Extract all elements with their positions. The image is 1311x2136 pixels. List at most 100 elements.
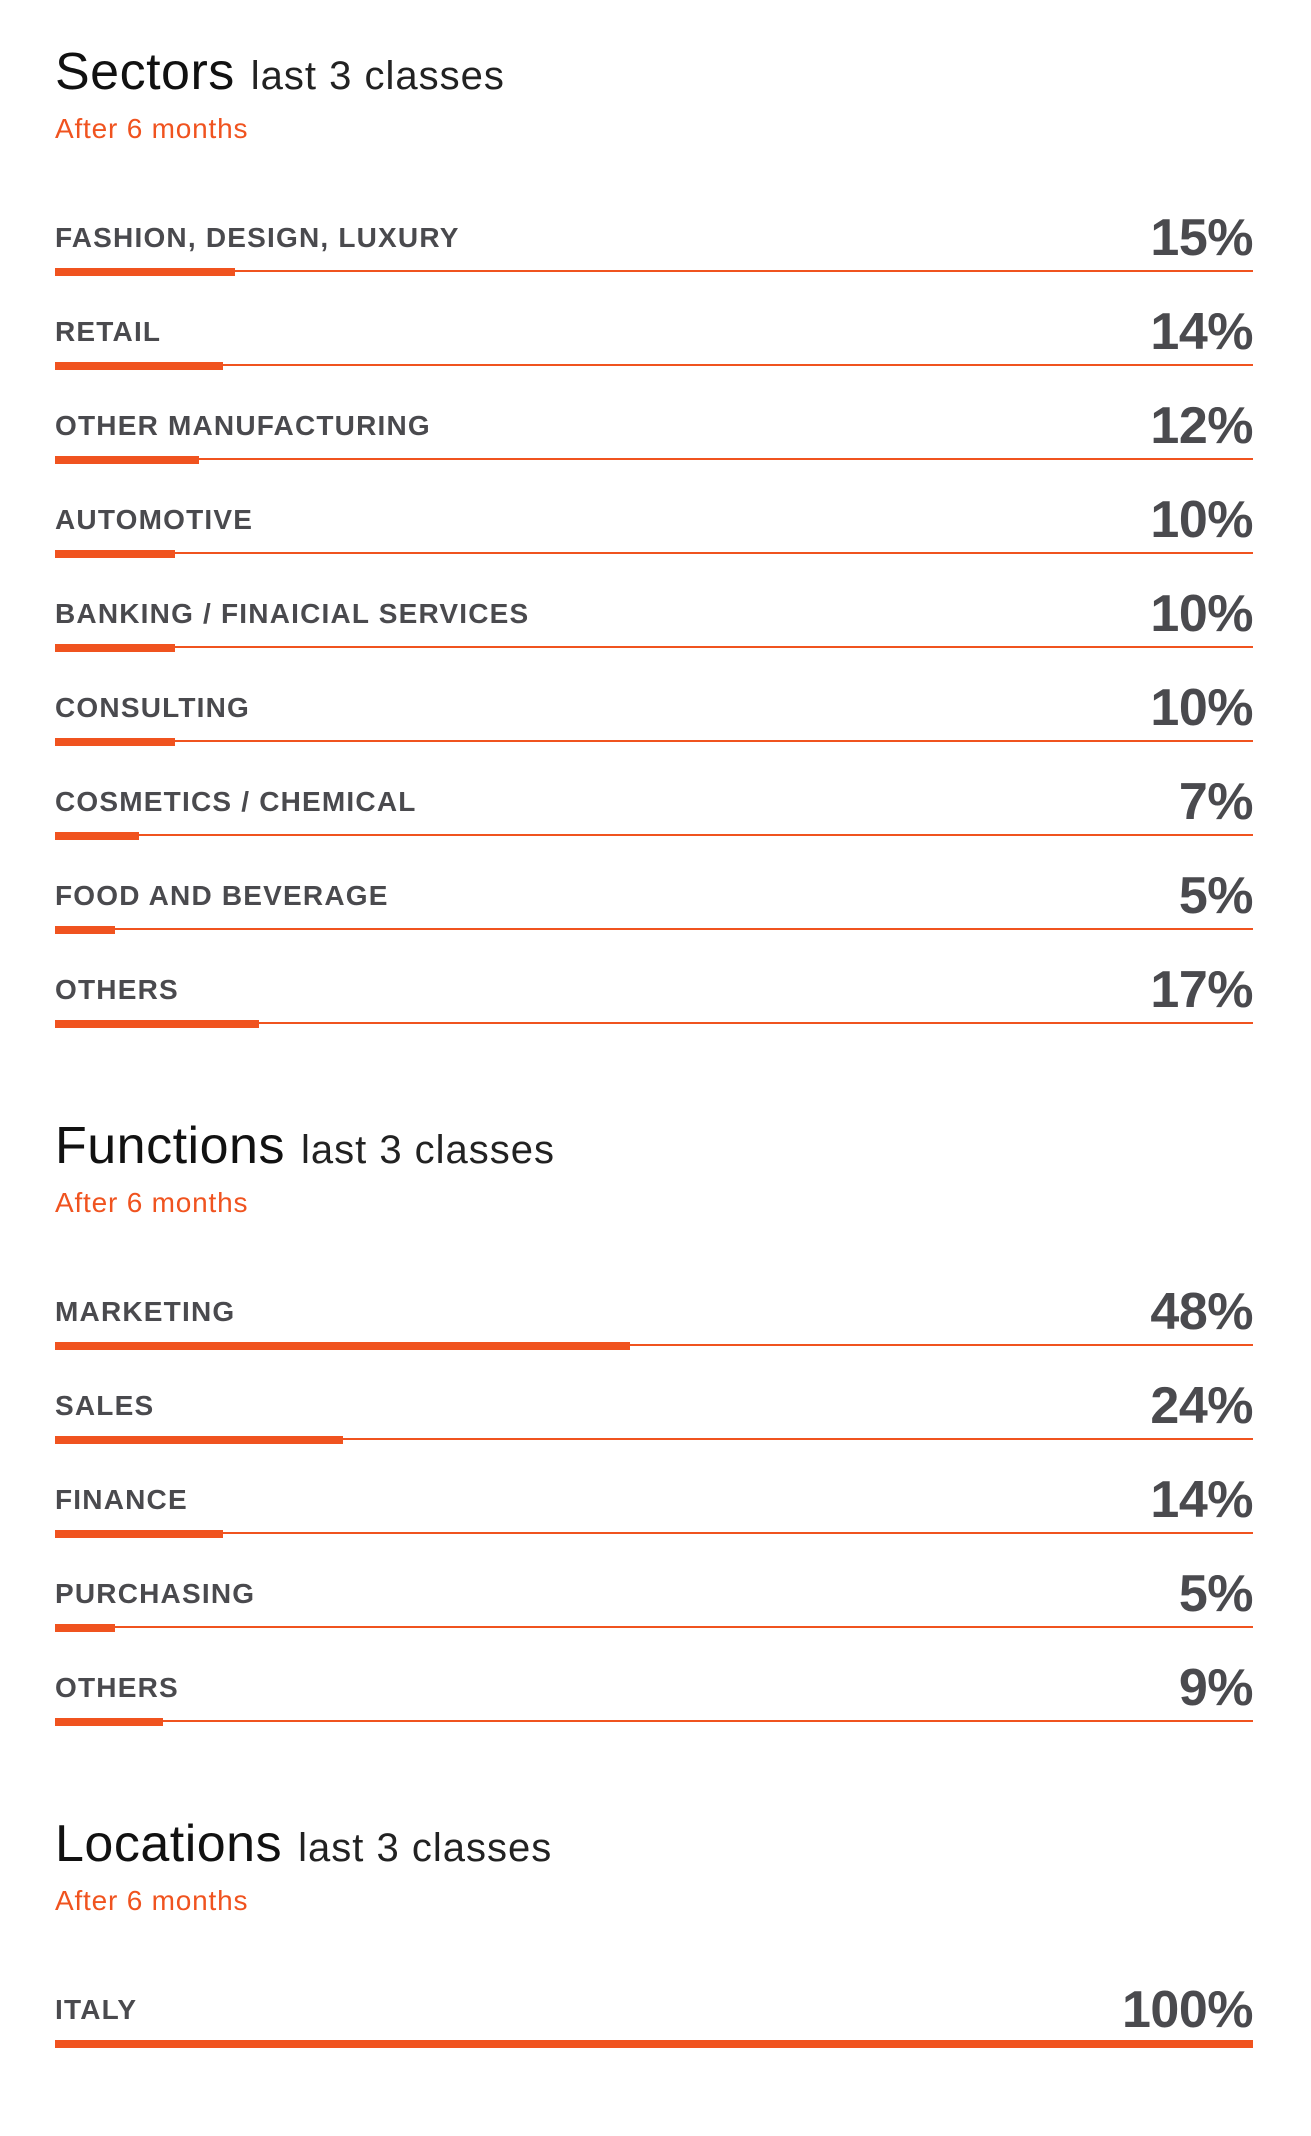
category-label: OTHERS (55, 974, 179, 1005)
bar-fill (55, 268, 235, 276)
category-label: PURCHASING (55, 1578, 256, 1609)
bar-row: OTHER MANUFACTURING 12% (55, 370, 1253, 464)
bar-track (55, 456, 1253, 464)
bar-track (55, 926, 1253, 934)
bar-row: RETAIL 14% (55, 276, 1253, 370)
bar-row: FINANCE 14% (55, 1444, 1253, 1538)
section-title: Functions (55, 1117, 285, 1175)
bar-row: AUTOMOTIVE 10% (55, 464, 1253, 558)
baseline-rule (55, 458, 1253, 460)
bar-track (55, 1020, 1253, 1028)
value-label: 14% (1150, 1471, 1253, 1529)
baseline-rule (55, 740, 1253, 742)
baseline-rule (55, 364, 1253, 366)
section-header: Functions last 3 classes (55, 1116, 1253, 1176)
value-label: 100% (1122, 1981, 1254, 2039)
chart-section: Locations last 3 classes After 6 months ITA… (55, 1814, 1254, 2048)
chart-sections: Sectors last 3 classes After 6 months FASHI… (55, 42, 1254, 2136)
bar-row: OTHERS 17% (55, 934, 1253, 1028)
bar-row: MARKETING 48% (55, 1256, 1253, 1350)
baseline-rule (55, 1532, 1253, 1534)
bar-list: FASHION, DESIGN, LUXURY 15% RETAIL 14% OTHER… (55, 182, 1254, 1028)
bar-fill (55, 1436, 343, 1444)
baseline-rule (55, 270, 1253, 272)
bar-fill (55, 2040, 1253, 2048)
category-label: ITALY (55, 1994, 138, 2025)
section-period: After 6 months (55, 113, 249, 144)
value-label: 10% (1150, 679, 1253, 737)
value-label: 5% (1178, 1565, 1254, 1623)
bar-track (55, 1342, 1253, 1350)
baseline-rule (55, 1438, 1253, 1440)
bar-track (55, 2040, 1253, 2048)
bar-track (55, 738, 1253, 746)
category-label: FINANCE (55, 1484, 188, 1515)
value-label: 24% (1150, 1377, 1253, 1435)
section-subtitle: last 3 classes (250, 54, 505, 98)
baseline-rule (55, 552, 1253, 554)
value-label: 48% (1150, 1283, 1253, 1341)
value-label: 10% (1150, 491, 1253, 549)
bar-fill (55, 644, 175, 652)
category-label: AUTOMOTIVE (55, 504, 254, 535)
chart-section: Functions last 3 classes After 6 months MAR… (55, 1116, 1254, 1726)
bar-fill (55, 456, 199, 464)
chart-section: Sectors last 3 classes After 6 months FASHI… (55, 42, 1254, 1028)
baseline-rule (55, 1720, 1253, 1722)
bar-track (55, 1718, 1253, 1726)
value-label: 5% (1178, 867, 1254, 925)
bar-row: CONSULTING 10% (55, 652, 1253, 746)
section-title: Locations (55, 1815, 283, 1873)
bar-row: BANKING / FINAICIAL SERVICES 10% (55, 558, 1253, 652)
bar-list: ITALY 100% (55, 1954, 1254, 2048)
baseline-rule (55, 1344, 1253, 1346)
bar-track (55, 1530, 1253, 1538)
value-label: 7% (1178, 773, 1254, 831)
section-subtitle: last 3 classes (298, 1826, 553, 1870)
value-label: 14% (1150, 303, 1253, 361)
category-label: RETAIL (55, 316, 162, 347)
value-label: 10% (1150, 585, 1253, 643)
bar-track (55, 362, 1253, 370)
baseline-rule (55, 646, 1253, 648)
category-label: FOOD AND BEVERAGE (55, 880, 389, 911)
bar-fill (55, 1020, 259, 1028)
bar-fill (55, 362, 223, 370)
bar-track (55, 1436, 1253, 1444)
section-period: After 6 months (55, 1187, 249, 1218)
bar-track (55, 550, 1253, 558)
bar-track (55, 832, 1253, 840)
bar-row: COSMETICS / CHEMICAL 7% (55, 746, 1254, 840)
value-label: 17% (1150, 961, 1253, 1019)
section-period: After 6 months (55, 1885, 249, 1916)
bar-fill (55, 738, 175, 746)
bar-fill (55, 832, 139, 840)
bar-fill (55, 1624, 115, 1632)
bar-row: SALES 24% (55, 1350, 1253, 1444)
value-label: 9% (1178, 1659, 1254, 1717)
section-subtitle: last 3 classes (300, 1128, 556, 1172)
section-title: Sectors (55, 43, 235, 101)
bar-row: ITALY 100% (55, 1954, 1254, 2048)
baseline-rule (55, 834, 1253, 836)
baseline-rule (55, 928, 1253, 930)
category-label: OTHER MANUFACTURING (55, 410, 431, 441)
bar-fill (55, 550, 175, 558)
category-label: MARKETING (55, 1296, 236, 1327)
bar-fill (55, 1530, 223, 1538)
bar-row: FOOD AND BEVERAGE 5% (55, 840, 1254, 934)
bar-track (55, 268, 1253, 276)
section-header: Sectors last 3 classes (55, 42, 1253, 102)
baseline-rule (55, 1626, 1253, 1628)
value-label: 12% (1150, 397, 1253, 455)
bar-list: MARKETING 48% SALES 24% FINANCE 14% PURCHASING… (55, 1256, 1254, 1726)
category-label: OTHERS (55, 1672, 179, 1703)
bar-track (55, 644, 1253, 652)
category-label: COSMETICS / CHEMICAL (55, 786, 417, 817)
category-label: CONSULTING (55, 692, 251, 723)
value-label: 15% (1150, 209, 1253, 267)
section-header: Locations last 3 classes (55, 1814, 1253, 1874)
bar-fill (55, 1718, 163, 1726)
bar-fill (55, 1342, 631, 1350)
bar-row: FASHION, DESIGN, LUXURY 15% (55, 182, 1253, 276)
